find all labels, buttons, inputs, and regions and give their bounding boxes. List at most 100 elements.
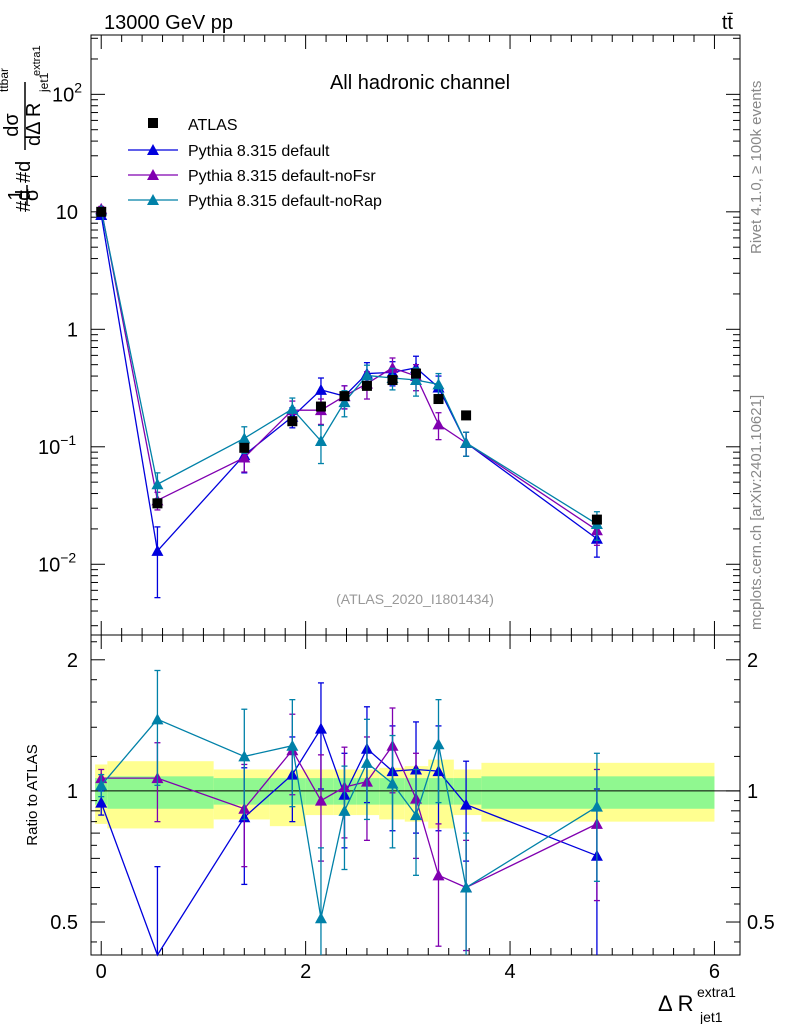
y-tick-label-ratio-left: 2 [67,650,78,672]
ratio-point-norap [410,809,423,821]
y-label-frac2-den-sub: jet1 [37,72,51,93]
mcplots-url-label: mcplots.cern.ch [arXiv:2401.10621] [748,395,765,630]
legend-series-marker [147,169,159,180]
y-label-frac2-num-sup: ttbar [0,68,11,92]
atlas-point [315,401,326,412]
atlas-point [96,206,107,217]
y-label-frac1-den: σ [21,188,43,201]
atlas-point [152,498,163,509]
y-label-mid: #d [13,161,35,183]
atlas-point [461,410,472,421]
x-tick-label: 6 [709,961,720,983]
y-label-frac2-den: dΔ R [23,103,45,146]
y-tick-label-main: 102 [52,79,82,106]
legend-series-marker [147,194,159,205]
analysis-id-label: (ATLAS_2020_I1801434) [336,591,494,607]
x-label-sup: extra1 [697,984,736,1000]
point-norap [410,374,423,386]
x-label-main: Δ R [658,991,693,1016]
y-tick-label-main: 10 [56,202,78,224]
legend-series-marker [147,144,159,155]
y-tick-label-ratio-right: 2 [747,650,758,672]
ratio-panel-frame [90,634,741,956]
y-tick-label-main: 1 [67,319,78,341]
rivet-version-label: Rivet 4.1.0, ≥ 100k events [748,81,765,254]
atlas-point [433,394,444,405]
atlas-point [361,380,372,391]
point-norap [286,402,299,414]
point-norap [338,396,351,408]
atlas-point [411,368,422,379]
x-label-sub: jet1 [699,1009,723,1024]
legend-atlas-label: ATLAS [188,117,238,134]
ratio-panel: Ratio to ATLAS [24,634,741,956]
ratio-point-norap [151,713,164,725]
x-tick-label: 4 [504,961,515,983]
ratio-point-norap [432,738,445,750]
ratio-point-norap [590,800,603,812]
ratio-point-norap [338,804,351,816]
y-label-frac2-num: dσ [1,113,23,137]
legend-series-label: Pythia 8.315 default-noRap [188,193,382,210]
point-nofsr [386,361,399,373]
y-tick-label-ratio-right: 0.5 [747,912,775,934]
x-tick-label: 2 [300,961,311,983]
ratio-y-axis-label: Ratio to ATLAS [24,744,41,845]
ratio-point-default [460,798,473,810]
atlas-point [387,375,398,386]
legend: ATLAS Pythia 8.315 default Pythia 8.315 de… [128,117,382,210]
y-label-frac1-num: 1 [5,189,27,200]
point-norap [460,436,473,448]
ratio-point-default [314,722,327,734]
ratio-point-norap [238,750,251,762]
ratio-line-nofsr [101,744,598,889]
y-label-frac2-den-sup: extra1 [31,45,43,76]
series-line-nofsr [100,208,598,531]
point-default [314,383,327,395]
point-norap [151,478,164,490]
atlas-point [287,416,298,427]
atlas-point [339,391,350,402]
process-label: tt̄ [722,12,734,34]
point-norap [360,369,373,381]
point-norap [238,432,251,444]
legend-series-label: Pythia 8.315 default-noFsr [188,168,376,185]
y-label-prefix: #d [13,190,35,212]
point-norap [432,378,445,390]
ratio-point-norap [314,912,327,924]
main-data-marks [95,202,603,599]
atlas-point [591,514,602,525]
ratio-point-nofsr [314,794,327,806]
legend-series-label: Pythia 8.315 default [188,143,330,160]
energy-label: 13000 GeV pp [104,12,233,34]
point-nofsr [238,451,251,463]
ratio-data-marks [95,669,603,957]
main-title: All hadronic channel [330,72,510,94]
point-default [151,544,164,556]
y-tick-label-main: 10−2 [38,549,76,576]
point-norap [314,435,327,447]
ratio-point-norap [286,739,299,751]
ratio-point-norap [95,779,108,791]
ratio-point-norap [460,881,473,893]
y-tick-label-ratio-left: 1 [67,781,78,803]
main-y-axis-label: #d 1 σ #d dσ ttbar dΔ R jet1 extra1 [0,45,51,212]
atlas-point [239,442,250,453]
series-line-default [100,214,598,553]
axes: 0 2 4 6 10−2 10−1 1 10 102 0.5 0.5 1 1 2 2 [38,35,775,983]
legend-atlas-marker [148,118,158,128]
y-tick-label-ratio-left: 0.5 [50,912,78,934]
ratio-point-nofsr [432,869,445,881]
ratio-point-norap [360,756,373,768]
ratio-line-norap [100,718,598,919]
point-nofsr [432,418,445,430]
y-tick-label-ratio-right: 1 [747,781,758,803]
ratio-point-default [95,796,108,808]
y-tick-label-main: 10−1 [38,432,76,459]
svg-text:#d: #d [13,190,35,212]
x-tick-label: 0 [96,961,107,983]
ratio-point-norap [386,777,399,789]
series-line-norap [100,210,598,525]
ratio-line-default [100,727,598,957]
